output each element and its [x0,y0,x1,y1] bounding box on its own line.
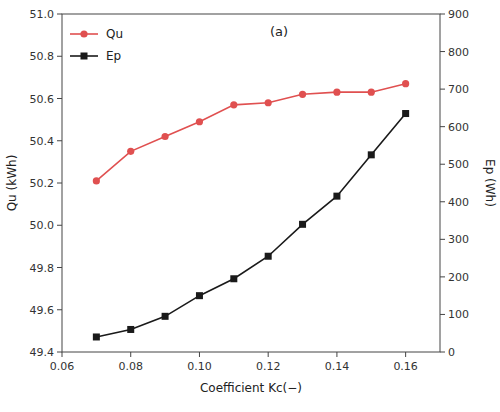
y2-tick [440,51,445,52]
y-tick [57,140,62,141]
y-tick [57,98,62,99]
y2-tick-label: 100 [448,308,469,321]
x-tick [336,352,337,357]
y-tick [57,183,62,184]
y-tick-label: 50.8 [30,50,55,63]
x-tick [130,352,131,357]
x-tick-label: 0.08 [118,360,143,373]
y2-tick-label: 0 [448,346,455,359]
y2-tick [440,239,445,240]
y2-axis-label: Ep (Wh) [483,159,497,207]
y-tick-label: 50.4 [30,135,55,148]
legend-label: Ep [106,49,121,63]
y-tick-label: 51.0 [30,8,55,21]
y2-tick-label: 900 [448,8,469,21]
y2-tick-label: 600 [448,121,469,134]
x-tick-label: 0.10 [187,360,212,373]
series-1 [93,110,409,340]
x-tick-label: 0.14 [325,360,350,373]
chart-svg: 0.06 0.08 0.10 0.12 0.14 0.16 49.4 49.6 49.8 50.0… [0,0,500,412]
x-tick [199,352,200,357]
annotation: (a) [270,24,288,39]
series-marker [368,89,375,96]
series-marker [230,101,237,108]
series-marker [162,313,169,320]
series-marker [196,118,203,125]
series-marker [93,333,100,340]
series-marker [196,292,203,299]
y-tick-label: 49.6 [30,304,55,317]
y2-tick [440,164,445,165]
legend-label: Qu [106,27,123,41]
series-marker [299,91,306,98]
x-tick [405,352,406,357]
series-marker [127,148,134,155]
y-tick-label: 49.8 [30,262,55,275]
y2-tick [440,201,445,202]
series-line [96,84,405,181]
y2-tick-label: 500 [448,158,469,171]
axes: 0.06 0.08 0.10 0.12 0.14 0.16 49.4 49.6 49.8 50.0… [30,8,470,373]
y2-tick [440,352,445,353]
series-marker [161,133,168,140]
series-marker [93,177,100,184]
y-tick [57,267,62,268]
y2-tick [440,276,445,277]
y2-tick [440,14,445,15]
y-tick [57,225,62,226]
y2-tick-label: 800 [448,46,469,59]
y2-tick-label: 300 [448,233,469,246]
y-tick [57,56,62,57]
x-axis-label: Coefficient Kc(−) [200,381,302,395]
y-tick-label: 50.2 [30,177,55,190]
y2-tick [440,89,445,90]
y2-tick-label: 200 [448,271,469,284]
x-tick-label: 0.16 [393,360,418,373]
x-tick [268,352,269,357]
y-tick [57,352,62,353]
y-tick [57,14,62,15]
series-marker [368,151,375,158]
legend: Qu Ep [70,27,123,63]
series-marker [230,275,237,282]
plot-area [93,80,409,340]
chart-container: 0.06 0.08 0.10 0.12 0.14 0.16 49.4 49.6 49.8 50.0… [0,0,500,412]
y-tick-label: 50.6 [30,93,55,106]
y2-tick-label: 400 [448,196,469,209]
series-marker [333,89,340,96]
x-tick [62,352,63,357]
y-tick-label: 50.0 [30,219,55,232]
y2-tick-label: 700 [448,83,469,96]
series-marker [299,221,306,228]
plot-frame [62,14,440,352]
series-marker [402,80,409,87]
series-line [96,114,405,337]
series-0 [93,80,409,184]
y2-tick [440,126,445,127]
series-marker [402,110,409,117]
x-tick-label: 0.12 [256,360,281,373]
series-marker [265,253,272,260]
x-tick-label: 0.06 [50,360,75,373]
y-axis-label: Qu (kWh) [5,155,19,212]
series-marker [333,193,340,200]
series-marker [127,326,134,333]
y-tick-label: 49.4 [30,346,55,359]
y-tick [57,309,62,310]
legend-marker [81,53,88,60]
y2-tick [440,314,445,315]
series-marker [265,99,272,106]
legend-marker [80,30,87,37]
